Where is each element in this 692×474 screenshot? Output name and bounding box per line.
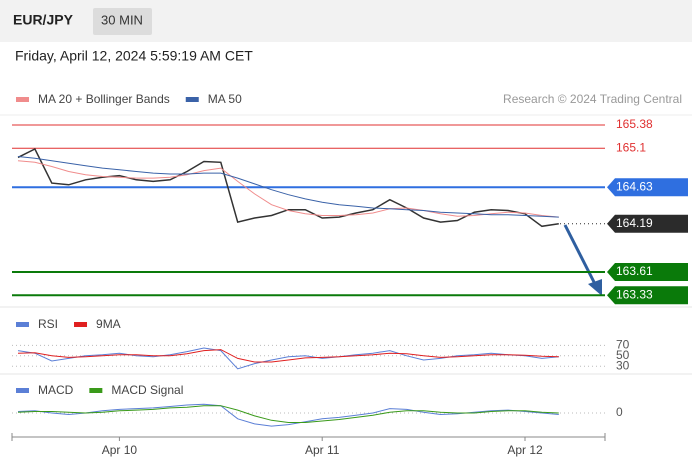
timeframe-button[interactable] <box>93 8 152 35</box>
x-tick-label: Apr 11 <box>305 443 340 457</box>
legend-label: MACD <box>38 383 74 397</box>
legend-label: MACD Signal <box>111 383 183 397</box>
forecast-arrow-head <box>588 279 602 296</box>
legend-swatch <box>16 97 29 102</box>
annotation: Research © 2024 Trading Central <box>503 92 682 106</box>
legend-swatch <box>89 388 103 393</box>
y-tick-label: 0 <box>616 405 623 419</box>
timeframe[interactable]: 30 MIN <box>101 12 143 27</box>
x-tick-label: Apr 12 <box>507 443 543 457</box>
y-tick-label: 50 <box>616 348 630 362</box>
series-line <box>17 349 559 363</box>
x-tick-label: Apr 10 <box>102 443 138 457</box>
y-tick-label: 70 <box>616 338 630 352</box>
level-tag <box>607 286 688 305</box>
legend-label: MA 50 <box>208 92 242 106</box>
legend-swatch <box>185 97 199 102</box>
legend-label: MA 20 + Bollinger Bands <box>38 92 170 106</box>
legend-swatch <box>16 388 29 393</box>
legend-label: RSI <box>38 317 58 331</box>
series-line <box>17 347 559 370</box>
legend-label: 9MA <box>96 317 121 331</box>
level-label: 164.19 <box>616 216 653 230</box>
series-line <box>17 160 559 218</box>
level-label: 163.61 <box>616 264 653 278</box>
series-line <box>17 156 559 218</box>
series-line <box>17 405 559 423</box>
level-tag <box>607 178 688 197</box>
forecast-arrow <box>563 224 599 289</box>
symbol: EUR/JPY <box>13 12 74 28</box>
level-label: 165.1 <box>616 140 646 154</box>
level-label: 164.63 <box>616 179 653 193</box>
level-tag <box>607 262 688 281</box>
datetime: Friday, April 12, 2024 5:59:19 AM CET <box>15 48 253 64</box>
level-label: 163.33 <box>616 287 653 301</box>
level-label: 165.38 <box>616 117 653 131</box>
legend-swatch <box>16 322 29 327</box>
y-tick-label: 30 <box>616 358 630 372</box>
level-tag <box>607 214 688 233</box>
legend-swatch <box>74 322 88 327</box>
